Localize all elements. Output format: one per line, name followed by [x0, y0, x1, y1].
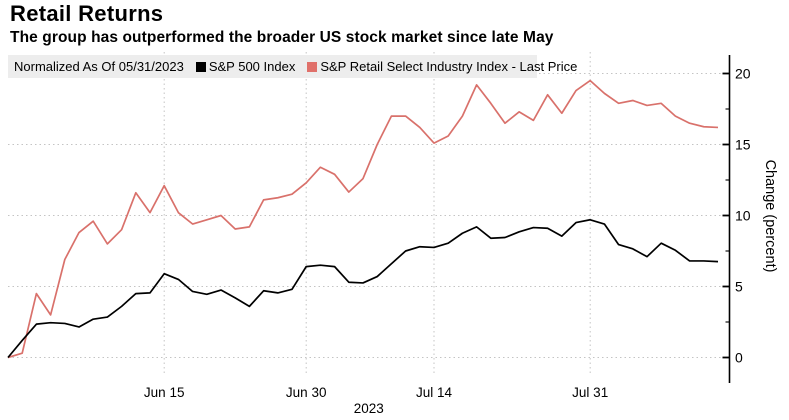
sp500-swatch-icon — [195, 61, 206, 72]
y-axis-title: Change (percent) — [762, 160, 778, 273]
x-tick-label: Jun 30 — [286, 385, 327, 400]
legend-item-sp500-label: S&P 500 Index — [208, 59, 296, 74]
x-tick-label: Jun 15 — [144, 385, 185, 400]
y-tick-label: 10 — [735, 208, 751, 224]
chart-legend: Normalized As Of 05/31/2023 S&P 500 Inde… — [8, 55, 577, 78]
y-tick-label: 15 — [735, 137, 751, 153]
retail-swatch-icon — [307, 61, 318, 72]
legend-item-sp500: S&P 500 Index — [195, 59, 296, 74]
chart-subtitle: The group has outperformed the broader U… — [10, 29, 554, 46]
page-title: Retail Returns — [10, 1, 164, 26]
x-tick-label: Jul 31 — [572, 385, 608, 400]
retail-index-line — [7, 79, 719, 359]
x-tick-label: Jul 14 — [416, 385, 453, 400]
legend-item-retail-label: S&P Retail Select Industry Index - Last … — [320, 59, 578, 74]
y-tick-label: 20 — [735, 66, 751, 82]
x-period-label: 2023 — [354, 401, 384, 416]
y-tick-label: 5 — [735, 279, 743, 295]
y-tick-label: 0 — [735, 350, 743, 366]
legend-note: Normalized As Of 05/31/2023 — [14, 59, 184, 74]
legend-item-retail: S&P Retail Select Industry Index - Last … — [307, 59, 577, 74]
sp500-index-line — [7, 218, 719, 359]
